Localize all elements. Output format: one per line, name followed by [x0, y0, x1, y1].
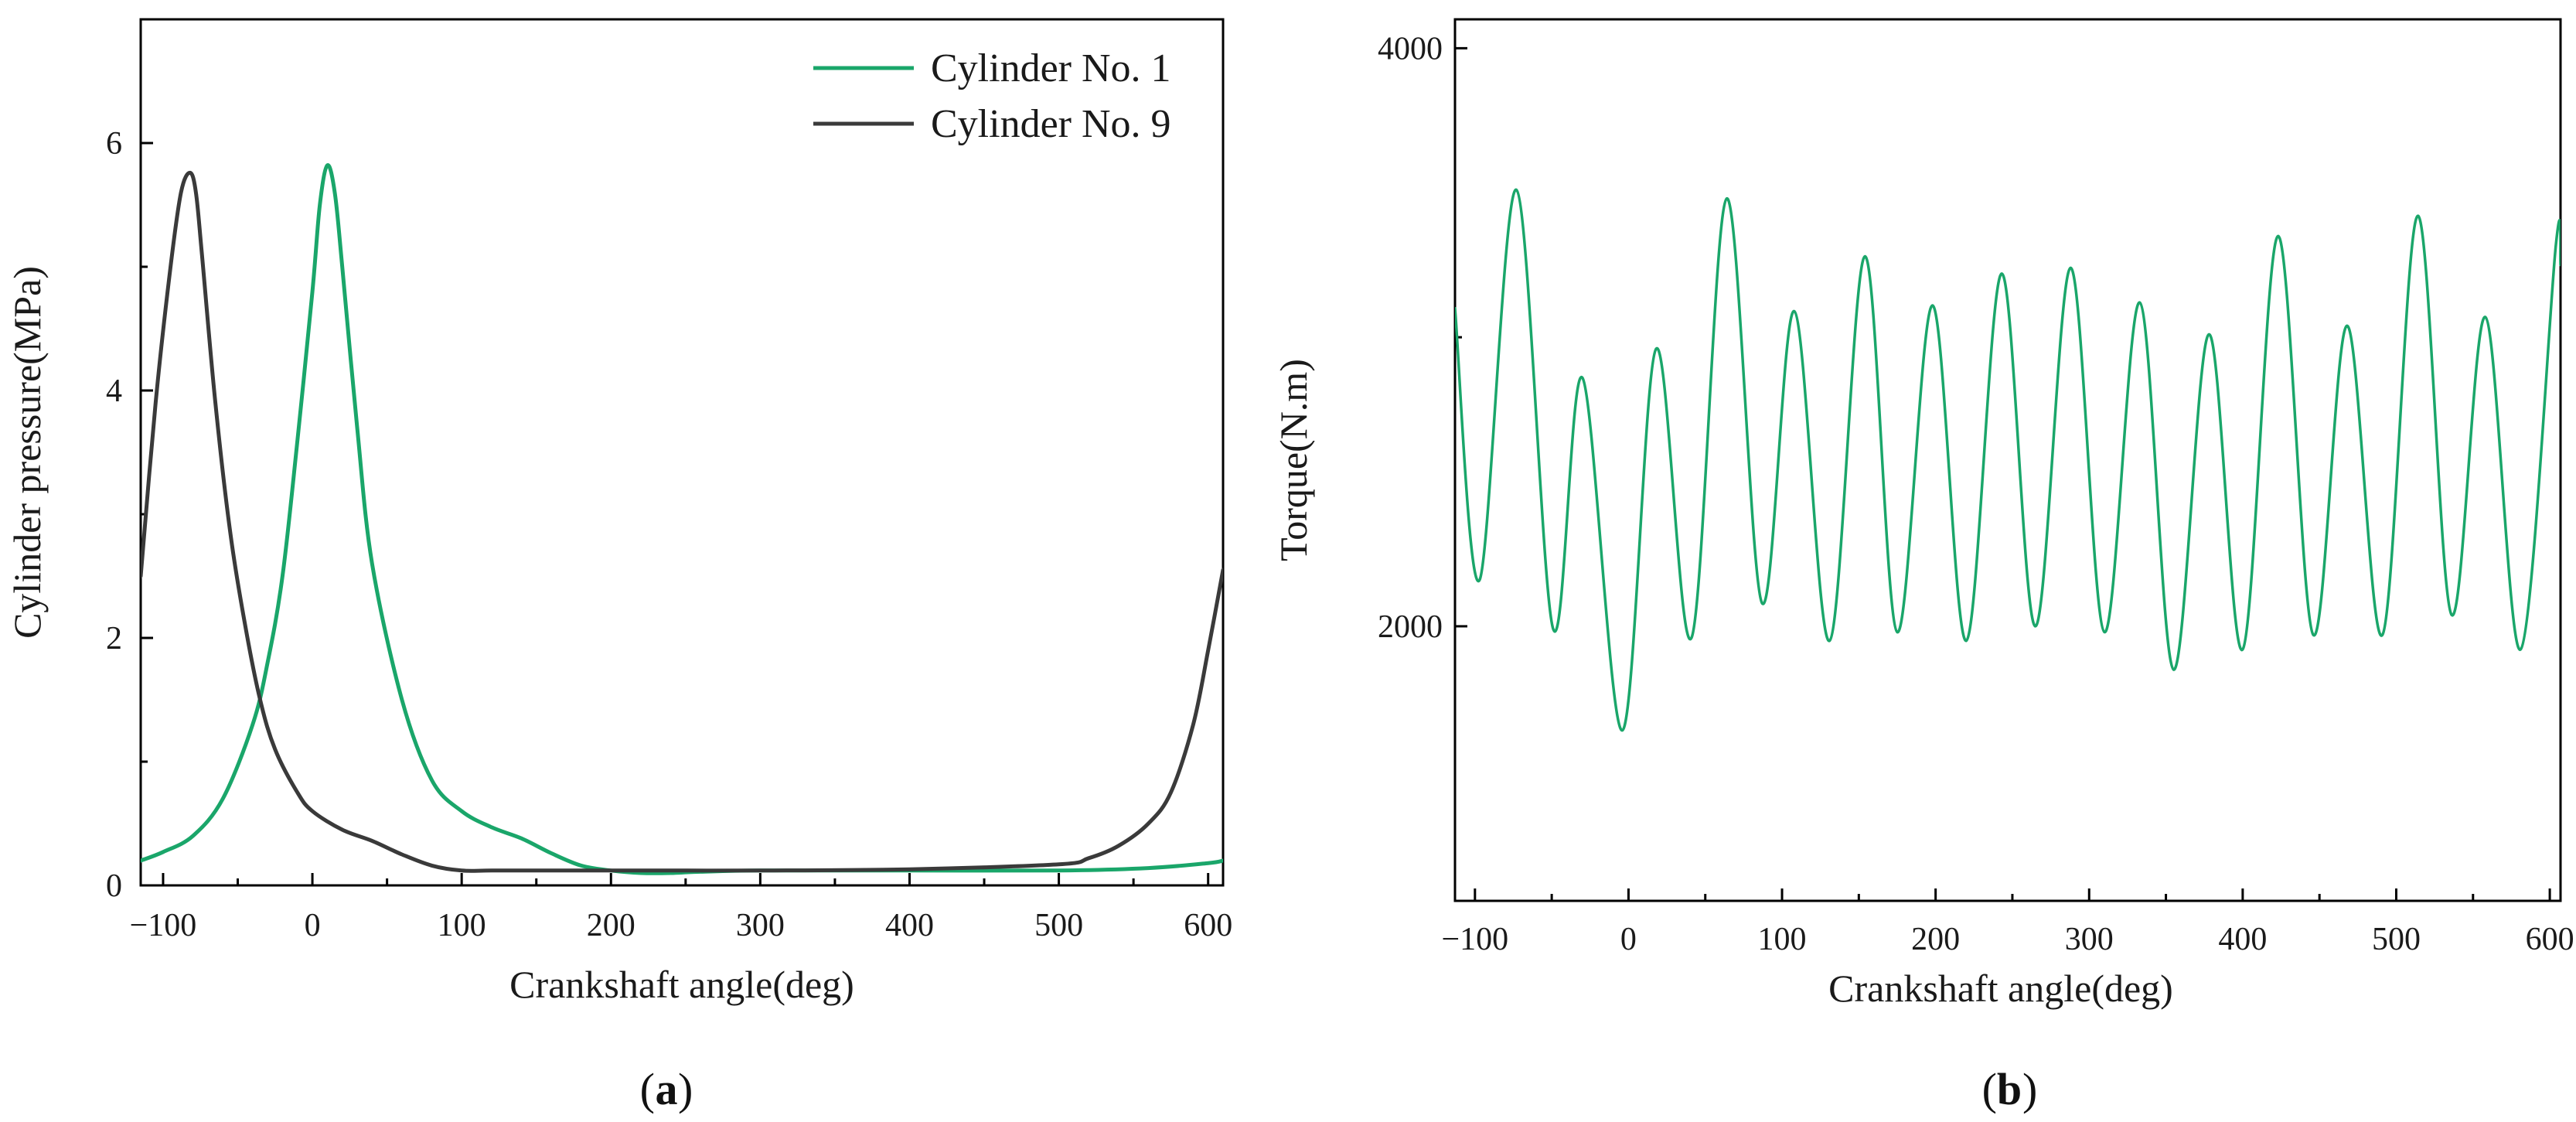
panel-b-plot-frame [1453, 18, 2562, 902]
panel-a-series [141, 163, 1223, 875]
panel-a-x-ticks: −100 0 100 200 300 400 500 600 [130, 873, 1232, 943]
x-tick-label: 100 [438, 908, 486, 943]
panel-b-y-ticks: 2000 4000 [1378, 31, 1467, 645]
series-line-cylinder-no-9 [141, 170, 1223, 873]
x-tick-label: 300 [2065, 922, 2114, 957]
panel-a-y-ticks: 0 2 4 6 [106, 126, 153, 904]
x-tick-label: 400 [885, 908, 934, 943]
x-tick-label: 400 [2218, 922, 2267, 957]
y-tick-label: 2000 [1378, 609, 1443, 645]
panel-a-y-axis-title: Cylinder pressure(MPa) [5, 266, 49, 639]
x-tick-label: 200 [1911, 922, 1960, 957]
svg-text:a: a [656, 1064, 678, 1114]
y-tick-label: 6 [106, 126, 122, 162]
panel-b-series [1455, 188, 2561, 732]
svg-text:): ) [2022, 1064, 2037, 1114]
svg-text:b: b [1997, 1064, 2022, 1114]
panel-a-label: ( a ) [640, 1064, 693, 1114]
y-tick-label: 2 [106, 621, 122, 656]
x-tick-label: 500 [1034, 908, 1083, 943]
x-tick-label: 100 [1758, 922, 1807, 957]
panel-b-x-axis-title: Crankshaft angle(deg) [1828, 967, 2173, 1010]
x-tick-label: 600 [1184, 908, 1232, 943]
x-tick-label: 500 [2372, 922, 2421, 957]
series-line-torque [1455, 188, 2561, 732]
panel-a-x-axis-title: Crankshaft angle(deg) [509, 963, 854, 1006]
panel-b-chart: 2000 4000 −100 0 100 200 300 400 500 600 Cranksh… [1272, 18, 2574, 1114]
y-tick-label: 4 [106, 373, 122, 409]
panel-b-y-axis-title: Torque(N.m) [1272, 359, 1315, 561]
svg-text:): ) [678, 1064, 693, 1114]
x-tick-label: 300 [736, 908, 785, 943]
y-tick-label: 0 [106, 868, 122, 904]
svg-text:(: ( [640, 1064, 655, 1114]
series-line-cylinder-no-1 [141, 163, 1223, 875]
legend-label: Cylinder No. 1 [931, 46, 1171, 90]
panel-b-label: ( b ) [1982, 1064, 2038, 1114]
legend-label: Cylinder No. 9 [931, 102, 1171, 146]
x-tick-label: −100 [130, 908, 197, 943]
x-tick-label: 600 [2526, 922, 2574, 957]
y-tick-label: 4000 [1378, 31, 1443, 67]
x-tick-label: 0 [305, 908, 321, 943]
svg-text:(: ( [1982, 1064, 1997, 1114]
x-tick-label: −100 [1441, 922, 1508, 957]
x-tick-label: 200 [587, 908, 635, 943]
panel-a-legend: Cylinder No. 1 Cylinder No. 9 [813, 46, 1171, 146]
x-tick-label: 0 [1620, 922, 1637, 957]
panel-b-x-ticks: −100 0 100 200 300 400 500 600 [1441, 888, 2574, 957]
panel-a-plot-frame [139, 18, 1225, 887]
